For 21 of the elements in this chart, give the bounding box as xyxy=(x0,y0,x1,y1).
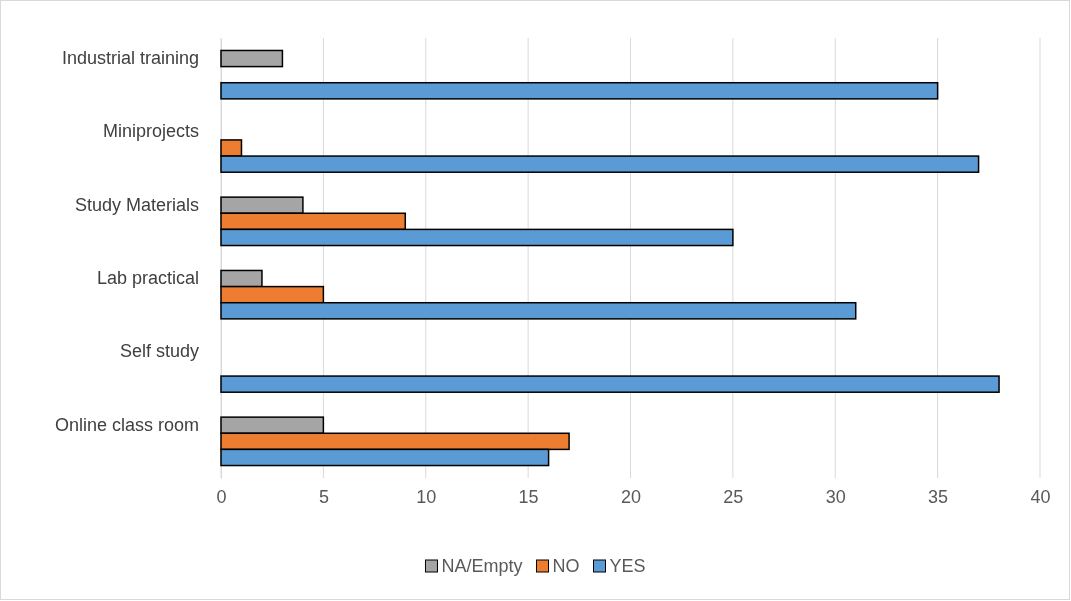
legend-label: NA/Empty xyxy=(441,556,523,576)
x-tick-label: 35 xyxy=(928,486,949,507)
y-tick-label: Online class room xyxy=(54,414,199,435)
y-tick-label: Miniprojects xyxy=(102,121,199,142)
x-tick-label: 0 xyxy=(216,486,227,507)
y-tick-label: Lab practical xyxy=(96,267,199,288)
legend-label: YES xyxy=(609,556,646,576)
x-tick-label: 20 xyxy=(620,486,642,507)
x-tick-label: 10 xyxy=(416,486,437,507)
y-tick-label: Self study xyxy=(119,341,199,362)
bar xyxy=(220,81,939,100)
x-tick-label: 40 xyxy=(1030,486,1051,507)
bar xyxy=(220,49,284,68)
bar xyxy=(220,375,1000,393)
x-tick-label: 5 xyxy=(318,486,329,507)
x-tick-label: 15 xyxy=(518,486,539,507)
y-tick-label: Study Materials xyxy=(74,194,199,215)
x-tick-label: 25 xyxy=(723,486,744,507)
y-tick-label: Industrial training xyxy=(61,47,199,68)
legend-label: NO xyxy=(552,556,580,576)
x-tick-label: 30 xyxy=(825,486,846,507)
